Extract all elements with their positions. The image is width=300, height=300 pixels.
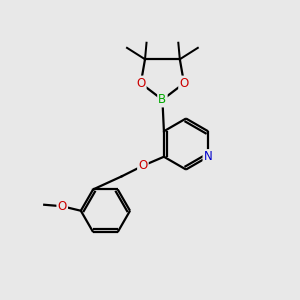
Text: B: B (158, 93, 166, 106)
Text: O: O (136, 77, 146, 90)
Text: O: O (138, 159, 148, 172)
Text: O: O (179, 77, 189, 90)
Text: N: N (204, 150, 212, 163)
Text: O: O (58, 200, 67, 213)
